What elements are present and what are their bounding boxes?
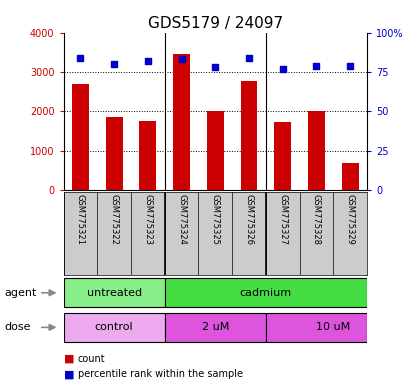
Bar <box>265 313 366 342</box>
Text: GSM775325: GSM775325 <box>210 194 219 245</box>
Text: 10 uM: 10 uM <box>315 322 350 333</box>
Text: cadmium: cadmium <box>239 288 291 298</box>
Bar <box>106 117 122 190</box>
Text: percentile rank within the sample: percentile rank within the sample <box>78 369 242 379</box>
Title: GDS5179 / 24097: GDS5179 / 24097 <box>147 17 282 31</box>
Text: dose: dose <box>4 322 31 333</box>
Point <box>279 66 285 72</box>
Bar <box>63 313 164 342</box>
Point <box>144 58 151 64</box>
Text: GSM775327: GSM775327 <box>277 194 286 245</box>
Point <box>312 63 319 69</box>
Point <box>346 63 353 69</box>
Text: count: count <box>78 354 105 364</box>
Text: control: control <box>94 322 133 333</box>
Point <box>211 64 218 70</box>
Text: GSM775328: GSM775328 <box>311 194 320 245</box>
Text: GSM775329: GSM775329 <box>345 194 354 245</box>
Bar <box>63 278 164 308</box>
Point <box>77 55 83 61</box>
Bar <box>139 121 156 190</box>
Text: GSM775323: GSM775323 <box>143 194 152 245</box>
Text: 2 uM: 2 uM <box>201 322 228 333</box>
Bar <box>240 81 257 190</box>
Text: GSM775326: GSM775326 <box>244 194 253 245</box>
Bar <box>341 162 357 190</box>
Point <box>178 56 184 63</box>
Bar <box>307 111 324 190</box>
Point <box>245 55 252 61</box>
Text: GSM775321: GSM775321 <box>76 194 85 245</box>
Text: GSM775324: GSM775324 <box>177 194 186 245</box>
Text: GSM775322: GSM775322 <box>109 194 118 245</box>
Text: ■: ■ <box>63 369 74 379</box>
Bar <box>164 313 265 342</box>
Point <box>110 61 117 67</box>
Bar <box>72 84 89 190</box>
Text: untreated: untreated <box>86 288 142 298</box>
Text: ■: ■ <box>63 354 74 364</box>
Bar <box>206 111 223 190</box>
Bar <box>274 122 290 190</box>
Bar <box>173 54 189 190</box>
Bar <box>164 278 366 308</box>
Text: agent: agent <box>4 288 36 298</box>
